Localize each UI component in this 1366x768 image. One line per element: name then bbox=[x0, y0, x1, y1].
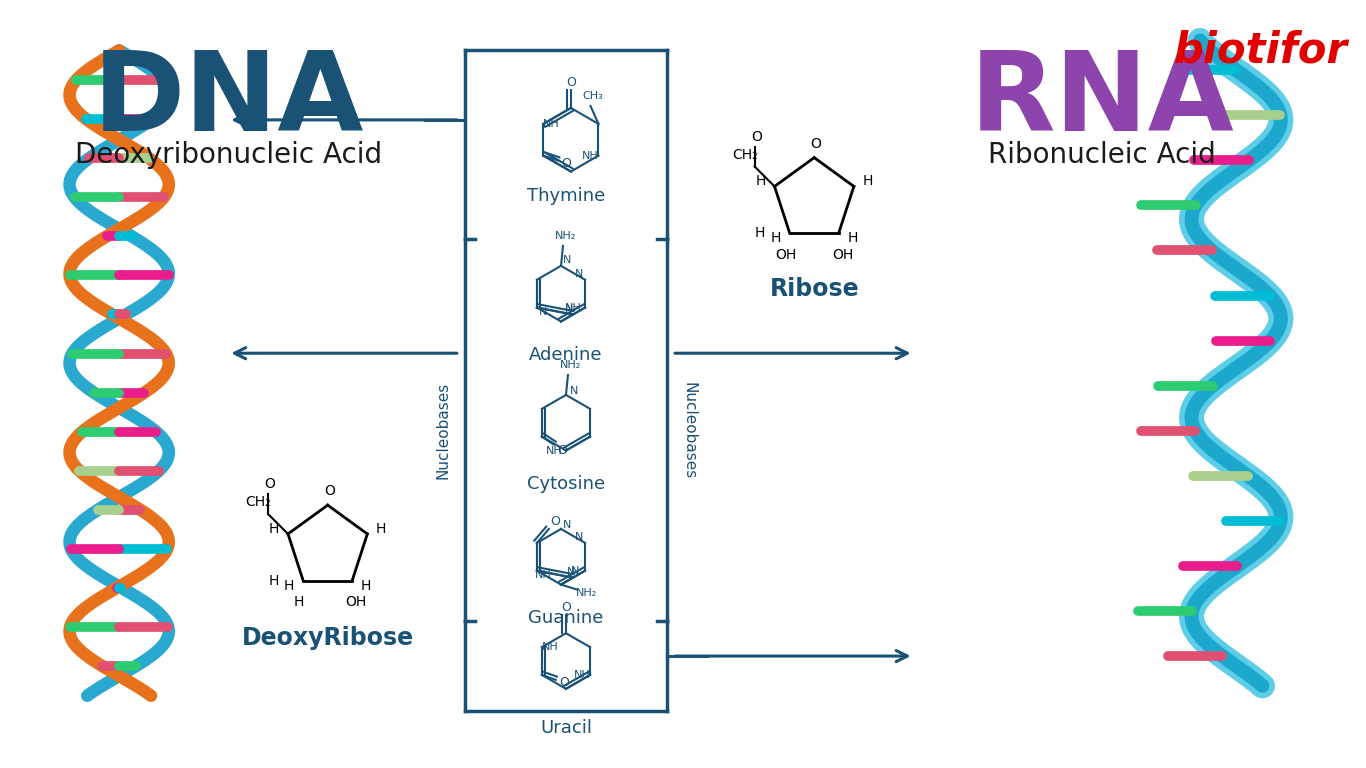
Text: H: H bbox=[847, 231, 858, 245]
Text: Adenine: Adenine bbox=[529, 346, 602, 364]
Text: Ribonucleic Acid: Ribonucleic Acid bbox=[988, 141, 1216, 169]
Text: Cytosine: Cytosine bbox=[527, 475, 605, 493]
Text: N: N bbox=[538, 306, 546, 316]
Text: H: H bbox=[755, 174, 766, 188]
Text: Ribose: Ribose bbox=[769, 276, 859, 301]
Text: biotifor: biotifor bbox=[1173, 29, 1348, 71]
Text: NH: NH bbox=[545, 445, 563, 455]
Text: N: N bbox=[571, 566, 579, 576]
Text: OH: OH bbox=[832, 248, 854, 262]
Text: H: H bbox=[754, 226, 765, 240]
Text: N: N bbox=[563, 520, 571, 530]
Text: O: O bbox=[811, 137, 821, 151]
Text: H: H bbox=[268, 574, 279, 588]
Text: Guanine: Guanine bbox=[529, 609, 604, 627]
Text: Nucleobases: Nucleobases bbox=[436, 382, 451, 478]
Text: NH₂: NH₂ bbox=[556, 231, 576, 241]
Text: N: N bbox=[563, 255, 571, 265]
Text: NH₂: NH₂ bbox=[576, 588, 597, 598]
Text: H: H bbox=[284, 578, 295, 593]
Text: Deoxyribonucleic Acid: Deoxyribonucleic Acid bbox=[75, 141, 382, 169]
Text: H: H bbox=[269, 522, 279, 536]
Text: H: H bbox=[294, 595, 305, 610]
Text: O: O bbox=[566, 76, 576, 88]
Text: N: N bbox=[575, 532, 583, 542]
Text: N: N bbox=[564, 303, 572, 313]
Text: O: O bbox=[265, 477, 276, 492]
Text: DNA: DNA bbox=[93, 47, 365, 154]
Text: CH₂: CH₂ bbox=[732, 147, 758, 161]
Text: H: H bbox=[862, 174, 873, 188]
Text: NH₂: NH₂ bbox=[560, 360, 582, 370]
Text: NH: NH bbox=[582, 151, 598, 161]
Text: RNA: RNA bbox=[970, 47, 1235, 154]
Text: Thymine: Thymine bbox=[527, 187, 605, 205]
Text: NH: NH bbox=[574, 670, 590, 680]
Text: H: H bbox=[770, 231, 781, 245]
Text: NH: NH bbox=[541, 642, 559, 652]
Text: O: O bbox=[561, 601, 571, 614]
Text: CH₃: CH₃ bbox=[582, 91, 602, 101]
Text: H: H bbox=[376, 522, 387, 536]
Text: OH: OH bbox=[775, 248, 796, 262]
Text: DeoxyRibose: DeoxyRibose bbox=[242, 626, 414, 650]
Text: Nucleobases: Nucleobases bbox=[682, 382, 697, 478]
Text: O: O bbox=[557, 444, 567, 457]
Text: NH: NH bbox=[534, 570, 552, 580]
Text: OH: OH bbox=[346, 595, 367, 610]
Text: O: O bbox=[751, 130, 762, 144]
Text: N: N bbox=[575, 269, 583, 279]
Text: NH: NH bbox=[542, 119, 560, 129]
Text: Uracil: Uracil bbox=[540, 719, 591, 737]
Text: O: O bbox=[324, 485, 335, 498]
Text: O: O bbox=[559, 677, 568, 690]
Text: O: O bbox=[550, 515, 560, 528]
Text: O: O bbox=[561, 157, 571, 170]
Text: N: N bbox=[567, 567, 575, 577]
Text: N: N bbox=[570, 386, 578, 396]
Text: NH: NH bbox=[564, 303, 582, 313]
Text: CH₂: CH₂ bbox=[246, 495, 270, 509]
Text: H: H bbox=[361, 578, 372, 593]
